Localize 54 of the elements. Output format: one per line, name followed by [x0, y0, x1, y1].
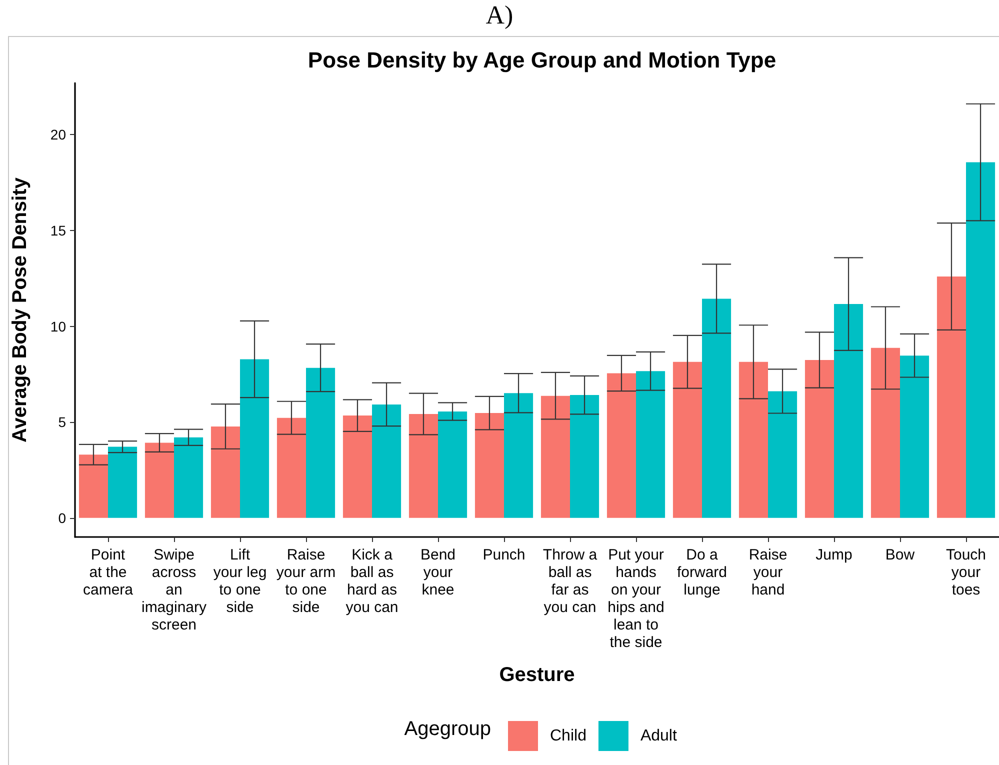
bar: [240, 359, 270, 518]
bar: [174, 437, 204, 518]
bar: [474, 413, 504, 518]
bar: [570, 395, 600, 518]
x-tick-label: Swipe across an imaginary screen: [141, 546, 208, 634]
y-tick-label: 0: [58, 510, 66, 526]
bar: [834, 304, 864, 518]
bar: [672, 362, 702, 518]
bar: [210, 426, 240, 518]
bar: [540, 396, 570, 518]
bar: [966, 162, 996, 518]
bar: [78, 454, 108, 518]
bar: [408, 414, 438, 518]
bar: [438, 412, 468, 518]
x-tick-label: Raise your arm to one side: [276, 546, 336, 616]
bar: [738, 362, 768, 518]
legend-label: Adult: [640, 728, 678, 744]
x-tick-label: Jump: [816, 546, 852, 564]
text: A): [486, 0, 514, 30]
bar: [504, 393, 534, 518]
bar: [342, 416, 372, 518]
x-tick-label: Point at the camera: [82, 546, 134, 598]
x-tick-label: Put your hands on your hips and lean to the side: [608, 546, 664, 651]
y-tick-label: 15: [50, 222, 66, 238]
x-tick-label: Lift your leg to one side: [213, 546, 267, 616]
y-tick-label: 5: [58, 414, 66, 430]
x-tick-label: Do a forward lunge: [676, 546, 728, 598]
bar: [636, 371, 666, 518]
x-tick-label: Bend your knee: [420, 546, 456, 598]
x-tick-label: Punch: [482, 546, 526, 564]
x-tick-label: Throw a ball as far as you can: [542, 546, 598, 616]
bar: [900, 356, 930, 518]
legend-title: Agegroup: [404, 718, 492, 740]
x-tick-label: Bow: [885, 546, 915, 564]
legend-label: Child: [550, 728, 586, 744]
y-axis-title: Average Body Pose Density: [9, 176, 31, 442]
bar: [372, 404, 402, 518]
bar: [306, 368, 336, 518]
y-tick-label: 10: [50, 318, 66, 334]
x-axis-title: Gesture: [499, 664, 575, 686]
x-tick-label: Touch your toes: [946, 546, 986, 598]
bar: [936, 276, 966, 518]
bar: [276, 418, 306, 518]
bar: [144, 442, 174, 518]
bar: [108, 446, 138, 518]
chart-title: Pose Density by Age Group and Motion Type: [308, 48, 776, 72]
bar: [768, 391, 798, 518]
bar: [870, 348, 900, 518]
bar: [804, 360, 834, 518]
bar: [606, 373, 636, 518]
x-tick-label: Raise your hand: [748, 546, 788, 598]
bar: [702, 298, 732, 518]
y-tick-label: 20: [50, 126, 66, 143]
x-tick-label: Kick a ball as hard as you can: [346, 546, 398, 616]
